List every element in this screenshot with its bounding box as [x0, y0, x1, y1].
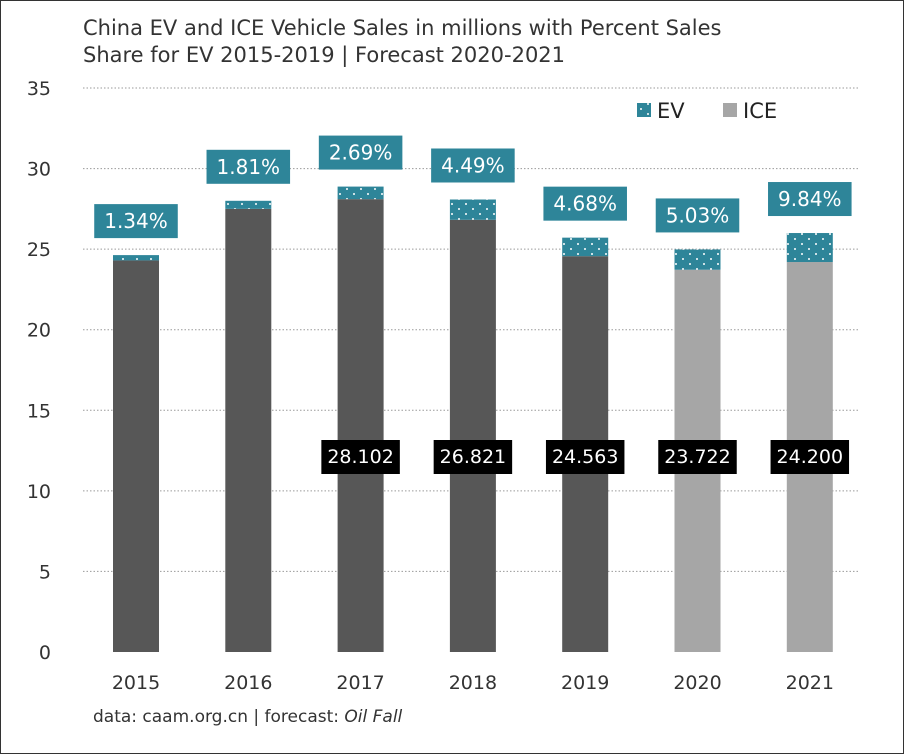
ev-data-label-text: 1.34%: [104, 209, 168, 233]
legend-swatch-ev: [637, 103, 651, 117]
ice-data-label-text: 23.722: [664, 446, 730, 468]
ice-bar: [225, 208, 272, 652]
ev-data-label-box: [318, 135, 403, 170]
ev-data-label-text: 2.69%: [329, 141, 393, 165]
y-tick-label: 15: [27, 400, 51, 422]
ev-bar: [562, 237, 609, 257]
source-author: Oil Fall: [344, 707, 403, 727]
ice-data-label-text: 28.102: [327, 446, 393, 468]
ev-data-label-text: 4.68%: [553, 192, 617, 216]
legend-label-ev: EV: [657, 99, 685, 123]
ice-data-label: 28.102: [321, 440, 400, 474]
legend: EV ICE: [637, 99, 777, 123]
ice-data-label: 26.821: [433, 440, 513, 474]
ev-data-label-box: [431, 148, 515, 183]
ev-data-label-text: 1.81%: [217, 155, 281, 179]
x-tick-label: 2020: [673, 672, 721, 694]
legend-swatch-ice: [723, 103, 737, 117]
y-tick-label: 20: [27, 320, 51, 342]
legend-label-ice: ICE: [743, 99, 777, 123]
x-tick-label: 2018: [449, 672, 497, 694]
ev-data-label: 1.81%: [206, 149, 291, 184]
x-tick-label: 2016: [224, 672, 272, 694]
ice-data-label-box: [321, 440, 400, 474]
ev-bar: [113, 255, 159, 261]
ev-data-label: 1.34%: [94, 204, 178, 239]
bars: [113, 186, 833, 652]
ice-bar: [113, 260, 159, 652]
ice-data-label-text: 24.563: [552, 446, 618, 468]
ice-data-label-text: 24.200: [777, 446, 843, 468]
ev-bar: [674, 249, 721, 270]
ev-data-label-box: [655, 198, 740, 233]
ice-data-label: 23.722: [658, 440, 737, 474]
ice-data-label-box: [433, 440, 513, 474]
ev-bar: [225, 200, 272, 209]
x-tick-label: 2021: [786, 672, 834, 694]
ev-data-label-box: [543, 186, 627, 221]
x-tick-label: 2017: [336, 672, 384, 694]
ice-bar: [449, 219, 496, 652]
ev-data-label: 4.49%: [431, 148, 515, 183]
ice-data-label-box: [545, 440, 625, 474]
ev-data-label-text: 5.03%: [666, 203, 730, 227]
y-tick-label: 30: [27, 159, 51, 181]
chart-title: China EV and ICE Vehicle Sales in millio…: [83, 15, 803, 69]
ice-bar: [337, 199, 384, 652]
y-tick-label: 0: [39, 642, 51, 664]
y-tick-label: 25: [27, 239, 51, 261]
ev-data-label: 4.68%: [543, 186, 627, 221]
ev-data-label: 2.69%: [318, 135, 403, 170]
ev-bar: [337, 186, 384, 200]
y-tick-label: 35: [27, 78, 51, 100]
ice-data-label: 24.563: [545, 440, 625, 474]
y-axis: 0 5 10 15 20 25 30 35 2015 2016 2017 2018 2019 2020 20…: [27, 78, 834, 694]
ev-data-label-box: [206, 149, 291, 184]
y-tick-label: 10: [27, 481, 51, 503]
ev-bar: [449, 199, 496, 220]
source-prefix: data: caam.org.cn | forecast:: [93, 707, 345, 727]
ev-data-label-box: [768, 182, 852, 217]
chart-title-line1: China EV and ICE Vehicle Sales in millio…: [83, 16, 722, 40]
ice-data-label: 24.200: [770, 440, 850, 474]
ice-data-label-box: [770, 440, 850, 474]
y-tick-label: 5: [39, 561, 51, 583]
ev-data-label: 5.03%: [655, 198, 740, 233]
ice-data-label-box: [658, 440, 737, 474]
data-labels: 1.34% 1.81% 2.69% 28.102 4.49% 26.821 4.68% 24.…: [94, 135, 852, 474]
source-note: data: caam.org.cn | forecast: Oil Fall: [93, 707, 402, 727]
x-tick-label: 2015: [112, 672, 160, 694]
chart-title-line2: Share for EV 2015-2019 | Forecast 2020-2…: [83, 43, 566, 67]
ice-data-label-text: 26.821: [440, 446, 506, 468]
ev-data-label-box: [94, 204, 178, 239]
ev-data-label: 9.84%: [768, 182, 852, 217]
x-tick-label: 2019: [561, 672, 609, 694]
ev-bar: [786, 233, 833, 263]
ev-data-label-text: 4.49%: [441, 153, 505, 177]
ev-data-label-text: 9.84%: [778, 187, 842, 211]
